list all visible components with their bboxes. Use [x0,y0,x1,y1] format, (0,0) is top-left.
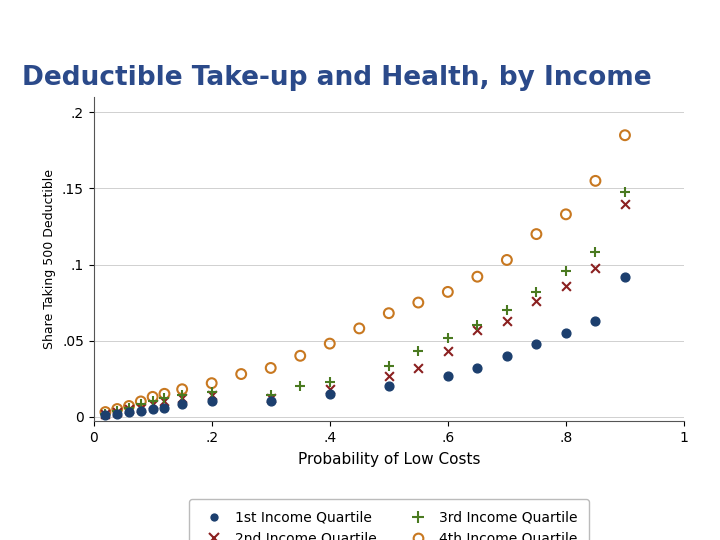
Point [560,210,572,219]
Point [560,266,572,275]
Point [531,288,542,296]
Point [158,403,170,412]
Point [354,324,365,333]
Point [176,391,188,400]
Point [112,406,123,415]
Text: Deductible Take-up and Health, by Income: Deductible Take-up and Health, by Income [22,65,651,91]
Point [99,411,111,420]
Point [112,408,123,416]
Point [619,199,631,208]
Point [501,306,513,314]
Point [265,394,276,403]
Point [590,248,601,256]
Point [442,371,454,380]
Point [265,363,276,372]
Point [590,177,601,185]
Point [147,397,158,406]
Point [590,316,601,325]
Point [472,326,483,334]
Point [135,397,147,406]
Point [560,329,572,338]
X-axis label: Probability of Low Costs: Probability of Low Costs [297,452,480,467]
Point [472,272,483,281]
Point [501,255,513,264]
Point [324,389,336,398]
Point [590,263,601,272]
Point [158,389,170,398]
Point [619,187,631,196]
Point [112,409,123,418]
Point [123,402,135,410]
Point [531,339,542,348]
Point [619,131,631,139]
Point [531,230,542,239]
Point [176,385,188,394]
Point [442,333,454,342]
Point [235,370,247,379]
Point [413,363,424,372]
Point [383,371,395,380]
Point [294,382,306,390]
Point [324,339,336,348]
Point [265,391,276,400]
Point [413,347,424,355]
Point [99,409,111,418]
Point [501,316,513,325]
Point [442,347,454,355]
Point [294,352,306,360]
Point [147,400,158,409]
Point [383,382,395,390]
Y-axis label: Share Taking 500 Deductible: Share Taking 500 Deductible [43,169,56,349]
Legend: 1st Income Quartile, 2nd Income Quartile, 3rd Income Quartile, 4th Income Quarti: 1st Income Quartile, 2nd Income Quartile… [189,500,589,540]
Point [501,352,513,360]
Point [560,281,572,290]
Point [265,397,276,406]
Point [135,400,147,409]
Point [324,377,336,386]
Point [206,379,217,388]
Point [383,309,395,318]
Point [442,288,454,296]
Point [472,363,483,372]
Point [99,408,111,416]
Point [206,388,217,396]
Point [123,403,135,412]
Point [158,394,170,403]
Point [147,404,158,413]
Point [112,404,123,413]
Point [123,408,135,416]
Point [158,397,170,406]
Point [135,406,147,415]
Point [206,391,217,400]
Point [99,409,111,418]
Point [206,397,217,406]
Point [123,404,135,413]
Text: Managed Competition in the Netherlands - Spinnewijn: Managed Competition in the Netherlands -… [191,11,529,24]
Point [413,298,424,307]
Point [135,403,147,412]
Point [383,362,395,371]
Point [324,385,336,394]
Point [147,393,158,401]
Point [619,272,631,281]
Point [176,400,188,409]
Point [176,394,188,403]
Point [531,296,542,305]
Point [472,321,483,330]
